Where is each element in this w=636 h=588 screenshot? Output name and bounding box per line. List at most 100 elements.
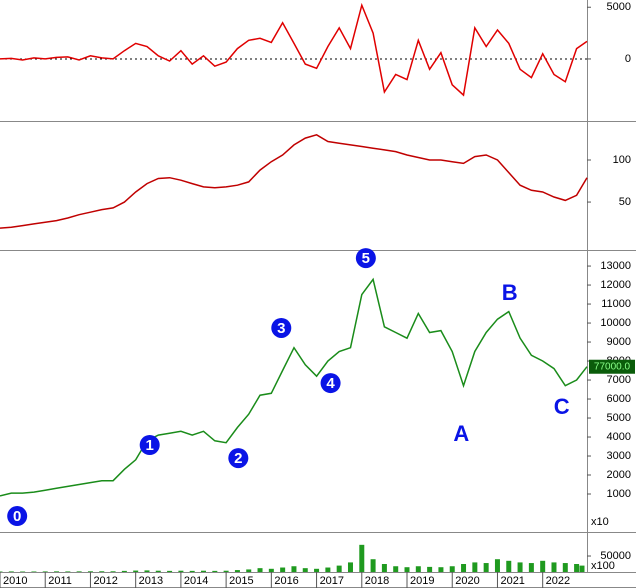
price-line — [0, 133, 588, 229]
volume-bar — [314, 568, 320, 572]
y-tick-label: 6000 — [607, 393, 631, 405]
wave-label: B — [502, 280, 518, 305]
volume-bar — [461, 564, 467, 572]
wave-marker — [271, 317, 292, 338]
y-tick-label: 10000 — [600, 317, 631, 329]
scale-note: x10 — [591, 516, 609, 528]
volume-bar — [506, 560, 512, 572]
volume-bar — [121, 570, 127, 572]
volume-bar — [336, 565, 342, 572]
y-tick-label: 13000 — [600, 260, 631, 272]
y-tick-label: 100 — [613, 154, 631, 166]
wave-label: 3 — [277, 320, 285, 337]
volume-bar — [178, 570, 184, 572]
volume-bar — [562, 563, 568, 572]
y-tick-label: 12000 — [600, 279, 631, 291]
volume-bar — [579, 565, 585, 572]
x-tick-label: 2016 — [274, 575, 298, 587]
volume-bar — [574, 564, 580, 572]
x-tick-label: 2019 — [410, 575, 434, 587]
wave-marker — [320, 373, 341, 394]
wave-marker — [7, 506, 28, 527]
volume-bar — [291, 566, 297, 572]
volume-bar — [223, 570, 229, 572]
volume-bar — [189, 570, 195, 572]
volume-bar — [246, 569, 252, 572]
volume-bar — [370, 559, 376, 572]
volume-bar — [144, 570, 150, 572]
volume-bar — [87, 571, 93, 572]
volume-bar — [155, 570, 161, 572]
x-tick-label: 2015 — [229, 575, 253, 587]
y-tick-label: 50 — [619, 196, 631, 208]
wave-label: 0 — [13, 508, 21, 525]
volume-bar — [472, 562, 478, 572]
wave-marker — [139, 434, 160, 455]
volume-bar — [551, 562, 557, 572]
price-tag: 77000.0 — [594, 361, 631, 372]
volume-bar — [110, 571, 116, 572]
y-tick-label: 1000 — [607, 488, 631, 500]
x-tick-label: 2011 — [48, 575, 72, 587]
volume-bar — [540, 560, 546, 572]
volume-bar — [31, 571, 37, 572]
volume-bar — [99, 571, 105, 572]
volume-bar — [302, 568, 308, 572]
x-tick-label: 2018 — [365, 575, 389, 587]
volume-bar — [325, 567, 331, 572]
volume-bar — [280, 567, 286, 572]
y-tick-label: 0 — [625, 53, 631, 65]
y-tick-label: 11000 — [601, 298, 631, 310]
x-tick-label: 2012 — [93, 575, 117, 587]
y-tick-label: 9000 — [607, 336, 631, 348]
scale-note: x100 — [591, 560, 615, 572]
volume-bar — [393, 566, 399, 572]
volume-bar — [483, 563, 489, 572]
wave-label: 1 — [146, 437, 154, 454]
volume-bar — [167, 570, 173, 572]
volume-bar — [347, 562, 353, 572]
volume-bar — [427, 566, 433, 572]
wave-label: 4 — [326, 375, 335, 392]
volume-bar — [212, 570, 218, 572]
wave-label: 5 — [362, 250, 370, 267]
volume-bar — [494, 559, 500, 572]
volume-bar — [201, 570, 207, 572]
y-tick-label: 3000 — [607, 450, 631, 462]
volume-bar — [234, 570, 240, 572]
volume-bar — [133, 570, 139, 572]
y-tick-label: 5000 — [607, 1, 631, 13]
volume-bar — [415, 566, 421, 572]
wave-marker — [228, 448, 249, 469]
volume-bar — [76, 571, 82, 572]
volume-bar — [42, 571, 48, 572]
price-line — [0, 277, 588, 497]
x-tick-label: 2014 — [184, 575, 208, 587]
volume-bar — [517, 562, 523, 572]
y-tick-label: 4000 — [607, 431, 631, 443]
x-tick-label: 2013 — [139, 575, 163, 587]
x-tick-label: 2020 — [455, 575, 479, 587]
volume-bar — [528, 563, 534, 572]
x-tick-label: 2017 — [320, 575, 344, 587]
y-tick-label: 50000 — [600, 550, 631, 562]
x-tick-label: 2010 — [3, 575, 27, 587]
y-tick-label: 7000 — [607, 374, 631, 386]
volume-bar — [8, 571, 14, 572]
volume-bar — [449, 566, 455, 572]
wave-label: 2 — [234, 450, 242, 467]
price-line — [0, 2, 588, 97]
price-tag-box — [589, 359, 635, 374]
y-tick-label: 2000 — [607, 469, 631, 481]
volume-bar — [268, 568, 274, 572]
volume-bar — [257, 568, 263, 572]
volume-bar — [65, 571, 71, 572]
volume-bar — [381, 564, 387, 572]
volume-bar — [359, 544, 365, 572]
x-tick-label: 2021 — [500, 575, 524, 587]
wave-label: A — [453, 421, 469, 446]
wave-label: C — [554, 394, 570, 419]
volume-bar — [404, 567, 410, 572]
